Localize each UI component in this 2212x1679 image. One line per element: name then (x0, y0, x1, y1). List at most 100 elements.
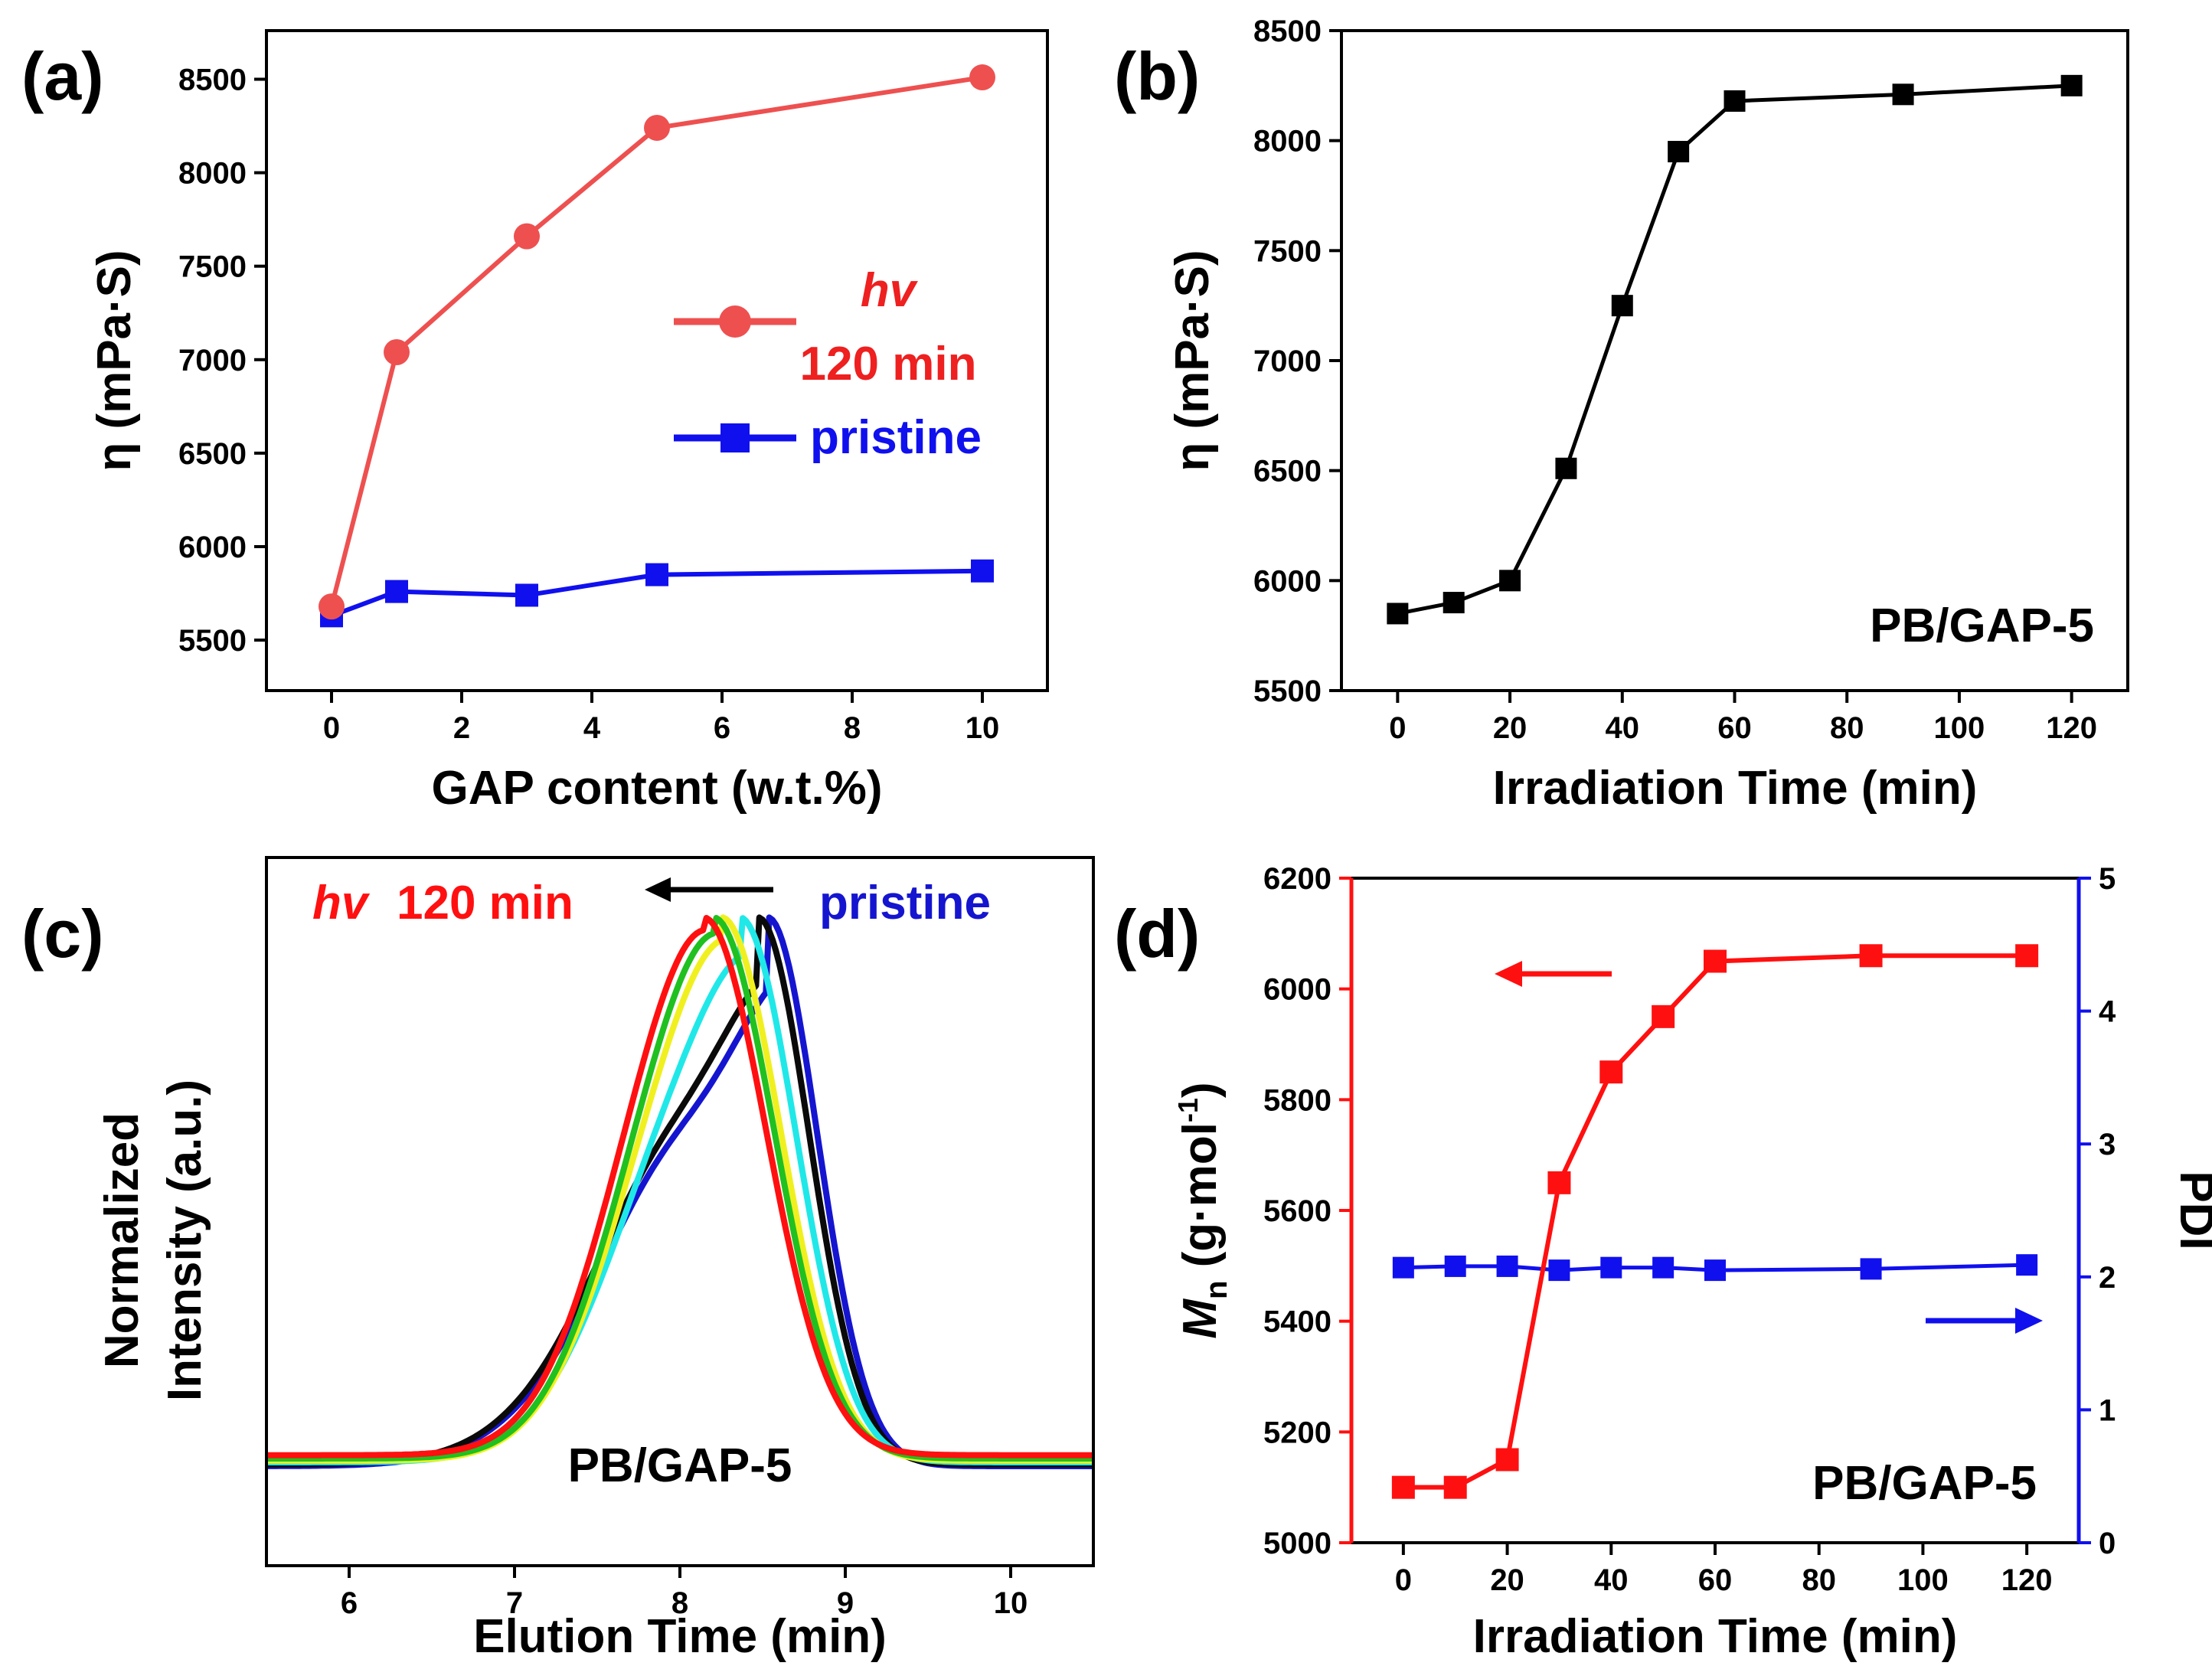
panel-b-marks (1387, 74, 2083, 625)
panel-d-left-y-tick-label-2: 5400 (1263, 1305, 1331, 1339)
panel-a-x-tick-label-1: 2 (453, 711, 470, 745)
panel-b-series-point-2 (1499, 570, 1521, 592)
panel-b-x-tick-label-4: 80 (1830, 711, 1864, 745)
panel-d-y-label-left: Mn (g·mol-1) (1172, 1082, 1233, 1338)
panel-a-hv-point-3 (644, 114, 670, 141)
panel-c-x-tick-label-3: 9 (837, 1586, 854, 1620)
panel-b-series-point-8 (2060, 74, 2083, 96)
panel-d-left-y-tick-label-0: 5000 (1263, 1527, 1331, 1560)
panel-d-mn-point-1 (1443, 1475, 1467, 1499)
legend-pristine-label: pristine (810, 411, 982, 464)
panel-a-x-tick-label-4: 8 (844, 711, 861, 745)
panel-c: (c) 6 7 8 9 10 Elution Time (min) Normalized… (21, 856, 1095, 1663)
panel-d-x-ticks: 0 20 40 60 80 100 120 (1395, 1543, 2053, 1597)
panel-c-hv-time-label: 120 min (397, 877, 573, 929)
panel-b-y-tick-label-4: 7500 (1253, 234, 1322, 268)
panel-a-x-tick-label-5: 10 (966, 711, 1000, 745)
panel-c-pristine-label: pristine (819, 877, 991, 929)
panel-a-y-label: η (mPa·S) (88, 250, 141, 471)
panel-d-mn-point-6 (1704, 949, 1727, 973)
panel-d-right-y-tick-label-4: 4 (2099, 995, 2116, 1029)
panel-a-y-tick-label-2: 6500 (178, 437, 247, 471)
panel-d-pdi-point-6 (1704, 1259, 1726, 1282)
panel-b-series-point-6 (1724, 90, 1746, 112)
panel-a-x-ticks: 0 2 4 6 8 10 (323, 691, 999, 745)
panel-b-series-line (1397, 83, 2072, 616)
panel-d-pdi-point-0 (1392, 1256, 1414, 1279)
panel-c-x-tick-label-2: 8 (671, 1586, 688, 1620)
panel-d-mn-point-8 (2015, 944, 2039, 968)
panel-c-marks (266, 914, 1093, 1469)
panel-d: (d) 0 20 40 60 80 100 120 50005200540056005800… (1114, 862, 2212, 1663)
legend-hv-marker (719, 305, 751, 338)
panel-a-x-tick-label-2: 4 (583, 711, 601, 745)
panel-b-y-label: η (mPa·S) (1166, 250, 1219, 471)
panel-d-x-tick-label-6: 120 (2001, 1563, 2053, 1597)
panel-d-left-y-tick-label-3: 5600 (1263, 1194, 1331, 1228)
legend-hv-time-label: 120 min (800, 338, 977, 390)
panel-d-y-label-left-main: M (1174, 1298, 1227, 1339)
panel-d-left-y-tick-label-5: 6000 (1263, 973, 1331, 1007)
panel-c-x-tick-label-4: 10 (994, 1586, 1028, 1620)
panel-c-arrow-left-icon (645, 877, 671, 902)
panel-a-y-tick-label-0: 5500 (178, 624, 247, 658)
panel-d-pdi-point-2 (1496, 1255, 1518, 1277)
panel-a-hv-point-1 (384, 339, 410, 366)
panel-b-series-point-7 (1892, 83, 1914, 106)
panel-d-mn-arrow-left-icon (1495, 961, 1522, 987)
panel-d-y-label-right: PDI (2170, 1171, 2212, 1249)
panel-b-y-tick-label-3: 7000 (1253, 345, 1322, 378)
panel-d-x-tick-label-4: 80 (1802, 1563, 1836, 1597)
panel-a-hv-point-2 (514, 223, 540, 250)
panel-a-x-tick-label-0: 0 (323, 711, 340, 745)
legend-pristine-marker (720, 423, 750, 452)
panel-c-y-label-line2: Intensity (a.u.) (158, 1080, 211, 1401)
panel-a-pristine-point-3 (645, 563, 668, 586)
panel-b-x-tick-label-0: 0 (1389, 711, 1406, 745)
panel-c-trace-2 (266, 915, 1093, 1465)
panel-d-y-label-left-end: ) (1174, 1082, 1227, 1098)
panel-d-pdi-point-8 (2016, 1254, 2038, 1276)
panel-d-pdi-arrow-right-icon (2015, 1308, 2043, 1334)
panel-b-x-label: Irradiation Time (min) (1493, 762, 1978, 815)
panel-c-x-tick-label-1: 7 (506, 1586, 523, 1620)
panel-b-y-tick-label-1: 6000 (1253, 564, 1322, 598)
panel-d-x-label: Irradiation Time (min) (1473, 1610, 1958, 1663)
panel-a-y-tick-label-1: 6000 (178, 531, 247, 564)
panel-d-right-y-tick-label-2: 2 (2099, 1261, 2116, 1295)
panel-b: (b) 0 20 40 60 80 100 120 5500 6000 6500 7000 7500… (1114, 15, 2129, 815)
panel-b-x-tick-label-1: 20 (1493, 711, 1527, 745)
panel-d-pdi-point-5 (1652, 1256, 1675, 1279)
panel-b-y-tick-label-2: 6500 (1253, 455, 1322, 488)
panel-b-annotation: PB/GAP-5 (1870, 599, 2094, 652)
panel-c-trace-4 (266, 915, 1093, 1462)
panel-d-x-tick-label-5: 100 (1897, 1563, 1949, 1597)
panel-c-x-tick-label-0: 6 (341, 1586, 358, 1620)
panel-d-pdi-point-1 (1444, 1255, 1466, 1277)
panel-c-annotation: PB/GAP-5 (568, 1439, 792, 1492)
panel-d-mn-point-5 (1652, 1004, 1675, 1028)
panel-d-mn-point-3 (1547, 1171, 1571, 1194)
panel-d-pdi-point-3 (1548, 1259, 1570, 1282)
panel-a-x-tick-label-3: 6 (714, 711, 730, 745)
panel-d-label: (d) (1114, 896, 1200, 972)
panel-b-frame (1340, 29, 2129, 692)
panel-b-y-tick-label-5: 8000 (1253, 125, 1322, 158)
panel-d-mn-point-2 (1495, 1448, 1519, 1472)
panel-d-y-ticks-right: 0 1 2 3 4 5 (2079, 862, 2116, 1560)
panel-a-pristine-point-1 (385, 580, 408, 603)
panel-d-right-y-tick-label-3: 3 (2099, 1128, 2116, 1161)
panel-d-right-y-tick-label-0: 0 (2099, 1527, 2116, 1560)
panel-a-x-label: GAP content (w.t.%) (432, 762, 883, 815)
panel-c-y-label-line1: Normalized (96, 1112, 149, 1368)
panel-b-series-point-0 (1387, 603, 1409, 625)
panel-a-hv-point-0 (319, 593, 345, 620)
panel-d-mn-line (1403, 953, 2027, 1490)
panel-a-y-tick-label-5: 8000 (178, 157, 247, 191)
panel-c-trace-0 (266, 914, 1093, 1469)
panel-d-mn-point-4 (1599, 1060, 1623, 1084)
panel-b-series-point-3 (1555, 457, 1577, 479)
panel-d-left-y-tick-label-6: 6200 (1263, 862, 1331, 896)
panel-a-y-ticks: 5500 6000 6500 7000 7500 8000 8500 (178, 63, 266, 658)
